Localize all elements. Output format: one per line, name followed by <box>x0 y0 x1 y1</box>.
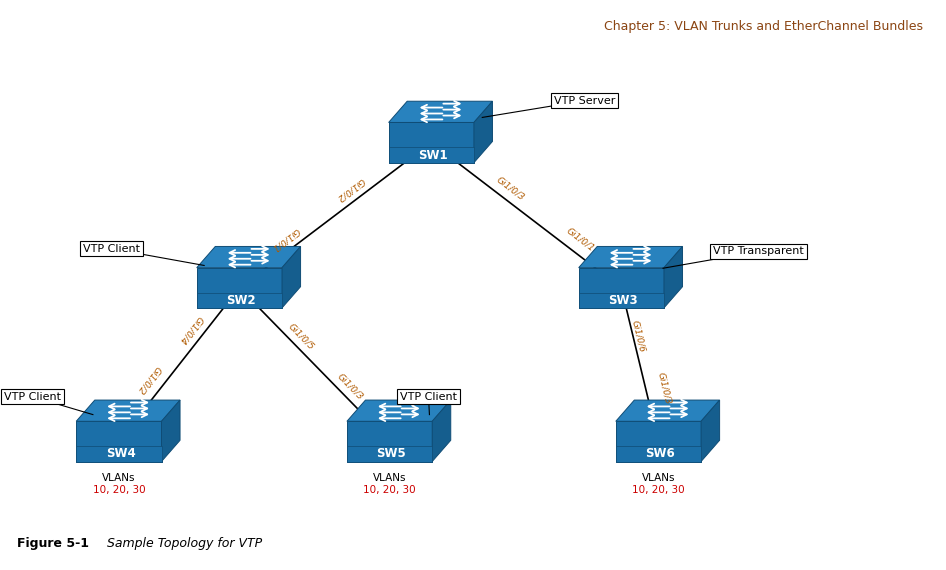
Text: VLANs: VLANs <box>102 473 135 483</box>
Text: VTP Server: VTP Server <box>553 96 615 105</box>
Text: Chapter 5: VLAN Trunks and EtherChannel Bundles: Chapter 5: VLAN Trunks and EtherChannel … <box>604 20 922 32</box>
Polygon shape <box>162 400 180 462</box>
Text: 10, 20, 30: 10, 20, 30 <box>363 485 416 495</box>
Polygon shape <box>579 292 664 308</box>
Polygon shape <box>77 400 180 421</box>
Text: SW4: SW4 <box>106 447 135 461</box>
Text: Gi1/0/3: Gi1/0/3 <box>495 176 526 202</box>
Polygon shape <box>579 246 682 268</box>
Text: Gi1/0/5: Gi1/0/5 <box>287 321 316 351</box>
Polygon shape <box>77 421 162 462</box>
Polygon shape <box>616 446 701 462</box>
Text: Gi1/0/2: Gi1/0/2 <box>135 364 162 396</box>
Text: Gi1/0/1: Gi1/0/1 <box>565 226 596 253</box>
Polygon shape <box>197 268 282 308</box>
Text: Gi1/0/6: Gi1/0/6 <box>630 319 646 353</box>
Polygon shape <box>347 400 450 421</box>
Polygon shape <box>389 101 493 123</box>
Text: VTP Transparent: VTP Transparent <box>713 246 804 256</box>
Polygon shape <box>432 400 450 462</box>
Polygon shape <box>474 101 493 162</box>
Text: Gi1/0/3: Gi1/0/3 <box>656 372 673 405</box>
Text: SW5: SW5 <box>377 447 406 461</box>
Polygon shape <box>389 123 474 162</box>
Polygon shape <box>197 292 282 308</box>
Text: Figure 5-1: Figure 5-1 <box>17 538 89 551</box>
Polygon shape <box>389 148 474 162</box>
Text: Gi1/0/2: Gi1/0/2 <box>335 176 366 202</box>
Text: Gi1/0/3: Gi1/0/3 <box>336 372 365 401</box>
Text: VTP Client: VTP Client <box>83 244 140 254</box>
Text: 10, 20, 30: 10, 20, 30 <box>632 485 685 495</box>
Text: Gi1/0/1: Gi1/0/1 <box>270 226 302 253</box>
Text: Sample Topology for VTP: Sample Topology for VTP <box>95 538 262 551</box>
Text: SW6: SW6 <box>645 447 675 461</box>
Text: SW1: SW1 <box>418 149 448 161</box>
Text: Gi1/0/4: Gi1/0/4 <box>178 314 205 345</box>
Text: SW3: SW3 <box>608 294 638 307</box>
Polygon shape <box>347 446 432 462</box>
Polygon shape <box>282 246 301 308</box>
Text: VTP Client: VTP Client <box>4 392 61 402</box>
Text: 10, 20, 30: 10, 20, 30 <box>93 485 145 495</box>
Text: VLANs: VLANs <box>373 473 407 483</box>
Polygon shape <box>664 246 682 308</box>
Polygon shape <box>616 421 701 462</box>
Polygon shape <box>701 400 720 462</box>
Polygon shape <box>579 268 664 308</box>
Polygon shape <box>77 446 162 462</box>
Polygon shape <box>347 421 432 462</box>
Text: VLANs: VLANs <box>641 473 675 483</box>
Text: VTP Client: VTP Client <box>400 392 457 402</box>
Text: SW2: SW2 <box>226 294 256 307</box>
Polygon shape <box>616 400 720 421</box>
Polygon shape <box>197 246 301 268</box>
